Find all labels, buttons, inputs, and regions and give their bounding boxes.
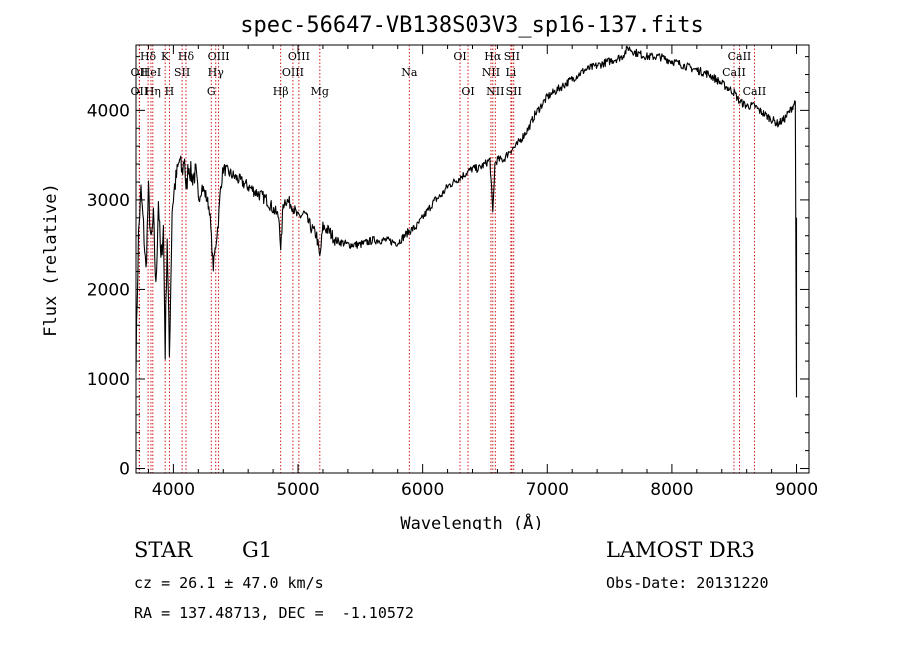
- spectral-line-label: Hβ: [273, 85, 289, 98]
- spectral-line-label: G: [207, 85, 216, 98]
- spectral-line-label: NII: [482, 66, 500, 79]
- spectral-line-label: OII: [131, 85, 149, 98]
- spectral-line-markers: [138, 45, 755, 473]
- x-tick-label: 8000: [650, 480, 693, 500]
- spectral-line-label: SII: [506, 85, 522, 98]
- observation-date: Obs-Date: 20131220: [606, 574, 769, 592]
- spectral-line-label: OI: [453, 50, 466, 63]
- spectrum-chart: spec-56647-VB138S03V3_sp16-137.fits Hδ OI…: [41, 13, 818, 530]
- x-tick-label: 9000: [775, 480, 818, 500]
- spectral-line-label: H: [165, 85, 175, 98]
- y-tick-label: 0: [119, 460, 130, 480]
- y-tick-label: 3000: [87, 191, 130, 211]
- spectral-line-label: Li: [505, 66, 516, 79]
- spectral-line-label: Hη: [145, 85, 161, 98]
- spectral-line-label: CaII: [728, 50, 752, 63]
- spectral-line-label: OIII: [282, 66, 304, 79]
- spectrum-series-line: [135, 45, 798, 398]
- ra-dec-coordinates: RA = 137.48713, DEC = -1.10572: [134, 604, 414, 622]
- spectral-line-label: CaII: [722, 66, 746, 79]
- object-subclass: G1: [242, 538, 273, 562]
- x-tick-label: 4000: [152, 480, 195, 500]
- spectral-line-label: Na: [401, 66, 418, 79]
- object-class: STAR: [134, 538, 193, 562]
- spectral-line-label: Hδ: [140, 50, 157, 63]
- spectral-line-label: OII: [131, 66, 149, 79]
- x-axis-ticks: 4000 5000 6000 7000 8000 9000: [147, 45, 818, 500]
- x-tick-label: 6000: [401, 480, 444, 500]
- spectral-line-label: Hδ: [178, 50, 195, 63]
- x-tick-label: 7000: [526, 480, 569, 500]
- spectral-line-label: OIII: [288, 50, 310, 63]
- y-axis-title: Flux (relative): [41, 183, 61, 337]
- chart-title: spec-56647-VB138S03V3_sp16-137.fits: [240, 13, 704, 38]
- spectral-line-label: Hγ: [208, 66, 225, 79]
- spectral-line-label: OIII: [208, 50, 230, 63]
- spectral-line-label: CaII: [743, 85, 767, 98]
- x-axis-title: Wavelength (Å): [400, 512, 543, 530]
- spectral-line-label: OI: [461, 85, 474, 98]
- spectral-line-label: SII: [504, 50, 520, 63]
- spectral-line-label: HeI: [141, 66, 161, 79]
- spectral-line-label: NII: [486, 85, 504, 98]
- spectral-line-label: SII: [174, 66, 190, 79]
- y-axis-ticks: 0 1000 2000 3000 4000: [87, 56, 809, 480]
- y-tick-label: 1000: [87, 370, 130, 390]
- plot-frame: [135, 44, 810, 474]
- spectral-line-label: Mg: [311, 85, 329, 98]
- redshift-value: cz = 26.1 ± 47.0 km/s: [134, 574, 324, 592]
- x-tick-label: 5000: [276, 480, 319, 500]
- y-tick-label: 2000: [87, 280, 130, 300]
- survey-name: LAMOST DR3: [606, 538, 755, 562]
- spectral-line-label: Hα: [484, 50, 502, 63]
- spectral-line-label: K: [161, 50, 170, 63]
- y-tick-label: 4000: [87, 101, 130, 121]
